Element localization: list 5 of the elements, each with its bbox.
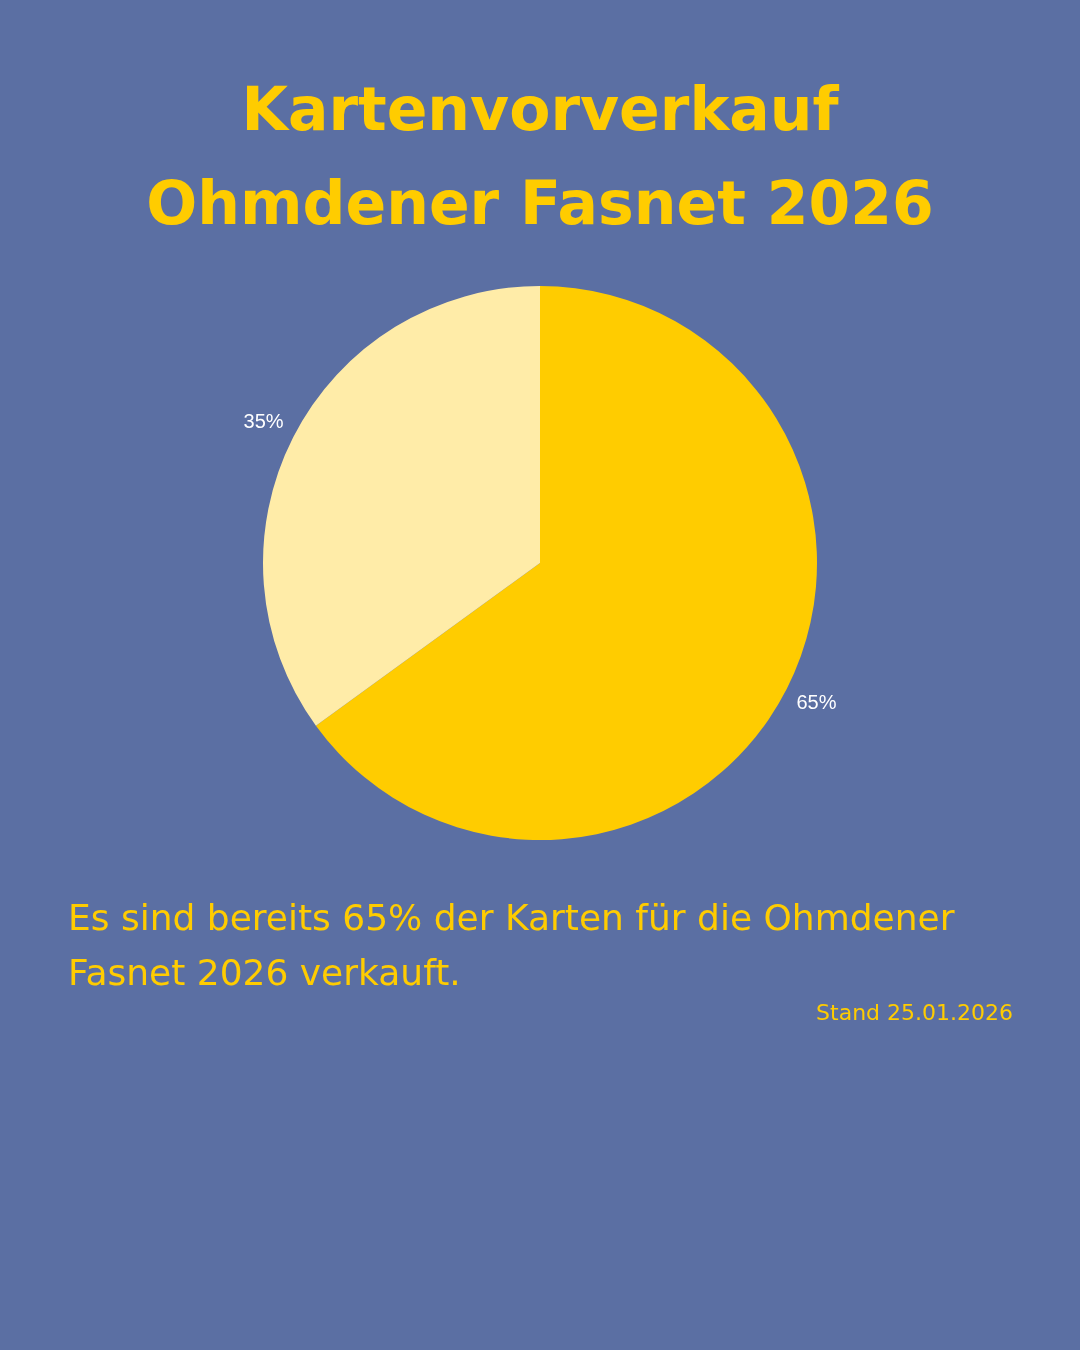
text: Stand 25.01.2026 [816, 1000, 1013, 1025]
chart-title: Kartenvorverkauf Ohmdener Fasnet 2026 [145, 73, 935, 240]
data-label: 65% [796, 691, 837, 714]
data-label: 35% [243, 409, 284, 432]
text: Es sind bereits 65% der Karten für die Ohmdener Fasnet 2026 verkauft. [68, 896, 956, 995]
